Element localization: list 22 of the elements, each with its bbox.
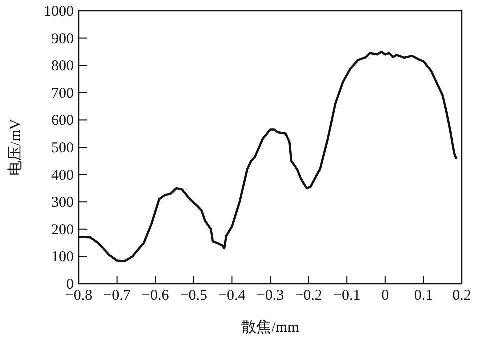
y-tick-label: 600	[52, 113, 74, 130]
x-tick-label: 0.2	[452, 288, 472, 304]
x-tick-label: −0.6	[142, 288, 170, 304]
x-tick-label: −0.1	[333, 288, 361, 304]
y-tick-label: 700	[52, 86, 74, 102]
y-tick-label: 900	[52, 31, 74, 48]
y-tick-label: 200	[52, 222, 74, 238]
x-tick-label: −0.4	[218, 288, 246, 304]
x-axis-title: 散焦/mm	[242, 319, 300, 336]
y-tick-label: 300	[52, 195, 74, 212]
x-tick-label: −0.5	[180, 288, 208, 304]
x-tick-label: 0	[382, 288, 390, 304]
x-tick-label: −0.7	[104, 288, 132, 304]
y-tick-label: 800	[52, 58, 74, 75]
x-tick-label: −0.2	[295, 288, 322, 304]
x-tick-label: −0.3	[256, 288, 284, 304]
y-tick-label: 100	[52, 250, 74, 266]
y-tick-label: 400	[52, 168, 74, 184]
y-axis-title: 电压/mV	[7, 119, 24, 176]
x-tick-label: 0.1	[414, 288, 434, 304]
y-tick-label: 500	[52, 140, 74, 156]
y-tick-label: 1000	[44, 4, 74, 20]
